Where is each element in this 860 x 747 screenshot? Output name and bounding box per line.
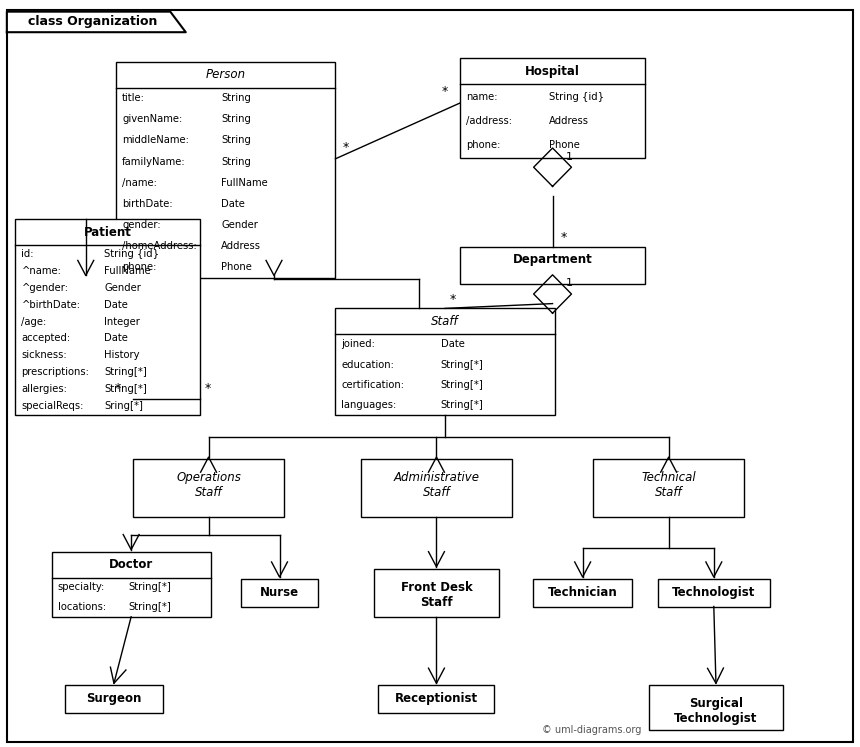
Text: title:: title: — [122, 93, 145, 103]
Text: class Organization: class Organization — [28, 16, 157, 28]
Text: phone:: phone: — [122, 262, 157, 272]
Text: Technician: Technician — [548, 586, 617, 598]
Text: accepted:: accepted: — [22, 333, 71, 344]
Text: Integer: Integer — [104, 317, 140, 326]
Text: 1: 1 — [566, 152, 573, 161]
Text: *: * — [450, 293, 456, 306]
Text: Person: Person — [206, 68, 246, 81]
Text: String[*]: String[*] — [440, 379, 483, 389]
Text: Date: Date — [440, 339, 464, 350]
Text: *: * — [205, 382, 211, 395]
Text: String: String — [221, 93, 251, 103]
Bar — [378, 685, 494, 713]
Text: Operations
Staff: Operations Staff — [176, 471, 241, 499]
Text: 1: 1 — [566, 279, 573, 288]
Text: Gender: Gender — [104, 282, 141, 293]
Text: History: History — [104, 350, 139, 360]
Text: ^birthDate:: ^birthDate: — [22, 300, 81, 309]
Text: /address:: /address: — [466, 116, 512, 126]
Text: Staff: Staff — [431, 315, 459, 328]
Text: Doctor: Doctor — [109, 558, 153, 571]
Text: Administrative
Staff: Administrative Staff — [393, 471, 479, 499]
Text: /name:: /name: — [122, 178, 157, 187]
Text: birthDate:: birthDate: — [122, 199, 173, 208]
Text: sickness:: sickness: — [22, 350, 67, 360]
Bar — [64, 685, 163, 713]
Text: gender:: gender: — [122, 220, 161, 230]
Text: String: String — [221, 157, 251, 167]
Text: String[*]: String[*] — [104, 368, 147, 377]
Text: String[*]: String[*] — [104, 384, 147, 394]
Text: String {id}: String {id} — [549, 92, 604, 102]
Text: Date: Date — [221, 199, 245, 208]
Text: String: String — [221, 135, 251, 146]
Text: /age:: /age: — [22, 317, 46, 326]
Text: name:: name: — [466, 92, 498, 102]
Bar — [593, 459, 744, 518]
Text: Nurse: Nurse — [260, 586, 299, 598]
Text: allergies:: allergies: — [22, 384, 67, 394]
Text: String[*]: String[*] — [440, 359, 483, 370]
Text: String[*]: String[*] — [128, 583, 171, 592]
Text: FullName: FullName — [221, 178, 268, 187]
Text: joined:: joined: — [341, 339, 375, 350]
Bar — [361, 459, 512, 518]
Bar — [374, 568, 499, 617]
Text: phone:: phone: — [466, 140, 501, 150]
Text: String: String — [221, 114, 251, 124]
Text: ^gender:: ^gender: — [22, 282, 69, 293]
Bar — [460, 247, 645, 285]
Text: Receptionist: Receptionist — [395, 692, 478, 705]
Text: Phone: Phone — [221, 262, 252, 272]
Bar — [15, 220, 200, 415]
Bar — [241, 579, 318, 607]
Text: education:: education: — [341, 359, 394, 370]
Text: Technical
Staff: Technical Staff — [642, 471, 696, 499]
Text: /homeAddress:: /homeAddress: — [122, 241, 197, 251]
Text: givenName:: givenName: — [122, 114, 182, 124]
Text: Surgeon: Surgeon — [86, 692, 142, 705]
Text: Front Desk
Staff: Front Desk Staff — [401, 581, 472, 609]
Text: specialReqs:: specialReqs: — [22, 401, 84, 411]
Text: *: * — [441, 84, 447, 98]
Text: middleName:: middleName: — [122, 135, 189, 146]
Text: Date: Date — [104, 333, 128, 344]
Bar — [335, 309, 555, 415]
Text: *: * — [342, 140, 348, 154]
Text: *: * — [114, 382, 120, 395]
Text: prescriptions:: prescriptions: — [22, 368, 89, 377]
Text: Gender: Gender — [221, 220, 258, 230]
Text: String[*]: String[*] — [128, 602, 171, 612]
Bar — [116, 62, 335, 278]
Text: Phone: Phone — [549, 140, 580, 150]
Text: specialty:: specialty: — [58, 583, 105, 592]
Polygon shape — [7, 12, 186, 32]
Text: id:: id: — [22, 249, 34, 258]
Bar — [460, 58, 645, 158]
Text: Department: Department — [513, 253, 593, 266]
Text: Technologist: Technologist — [673, 586, 755, 598]
Text: *: * — [562, 232, 568, 244]
Text: String {id}: String {id} — [104, 249, 159, 258]
Text: © uml-diagrams.org: © uml-diagrams.org — [542, 725, 642, 734]
Bar — [133, 459, 284, 518]
Text: familyName:: familyName: — [122, 157, 186, 167]
Text: FullName: FullName — [104, 266, 151, 276]
Bar — [533, 579, 632, 607]
Bar — [649, 685, 783, 730]
Text: languages:: languages: — [341, 400, 396, 409]
Bar — [658, 579, 770, 607]
Text: Patient: Patient — [84, 226, 132, 239]
Text: Hospital: Hospital — [525, 65, 580, 78]
Text: String[*]: String[*] — [440, 400, 483, 409]
Text: Surgical
Technologist: Surgical Technologist — [674, 698, 758, 725]
Text: certification:: certification: — [341, 379, 404, 389]
Text: ^name:: ^name: — [22, 266, 61, 276]
Text: Address: Address — [549, 116, 589, 126]
Bar — [52, 552, 211, 617]
Text: Address: Address — [221, 241, 261, 251]
Text: Sring[*]: Sring[*] — [104, 401, 143, 411]
Text: Date: Date — [104, 300, 128, 309]
Text: locations:: locations: — [58, 602, 106, 612]
